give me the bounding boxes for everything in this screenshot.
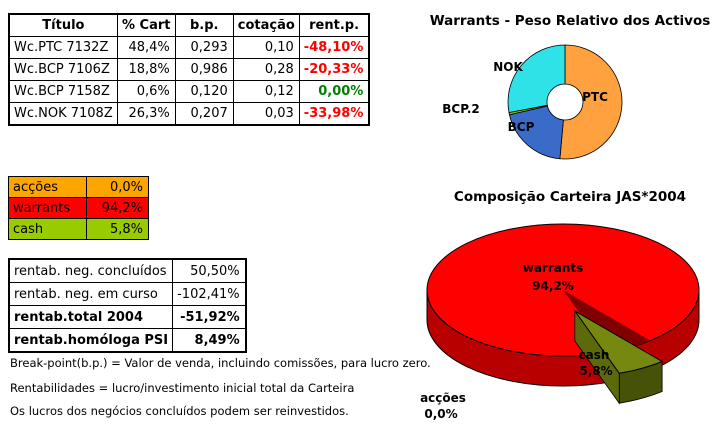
col-header-titulo[interactable]: Título xyxy=(8,13,118,37)
allocation-row: warrants 94,2% xyxy=(8,197,149,219)
slice-label-cash: cash xyxy=(578,348,610,362)
rent-cell[interactable]: -48,10% xyxy=(298,36,370,59)
table-row: Wc.PTC 7132Z 48,4% 0,293 0,10 -48,10% xyxy=(8,36,370,59)
performance-label[interactable]: rentab.total 2004 xyxy=(8,305,174,329)
cotacao-cell[interactable]: 0,12 xyxy=(232,80,300,103)
performance-label[interactable]: rentab.homóloga PSI xyxy=(8,328,174,353)
cotacao-cell[interactable]: 0,28 xyxy=(232,58,300,81)
titulo-cell[interactable]: Wc.BCP 7106Z xyxy=(8,58,118,81)
slice-value-warrants: 94,2% xyxy=(532,279,574,293)
note-rentabilidades: Rentabilidades = lucro/investimento inic… xyxy=(10,381,355,395)
col-header-rent[interactable]: rent.p. xyxy=(298,13,370,37)
composition-pie-chart[interactable]: warrants 94,2% cash 5,8% acções 0,0% xyxy=(410,210,727,446)
performance-value[interactable]: 8,49% xyxy=(172,328,247,353)
allocation-table: acções 0,0% warrants 94,2% cash 5,8% xyxy=(8,176,149,240)
cotacao-cell[interactable]: 0,03 xyxy=(232,102,300,126)
slice-label-nok: NOK xyxy=(493,60,523,74)
slice-label-accoes: acções xyxy=(420,391,466,405)
slice-value-accoes: 0,0% xyxy=(424,407,458,421)
bp-cell[interactable]: 0,207 xyxy=(174,102,234,126)
performance-value[interactable]: -102,41% xyxy=(172,282,247,306)
slice-value-cash: 5,8% xyxy=(579,364,613,378)
table-row: Wc.NOK 7108Z 26,3% 0,207 0,03 -33,98% xyxy=(8,102,370,126)
warrants-donut-chart[interactable]: PTC BCP BCP.2 NOK xyxy=(440,34,690,184)
allocation-label[interactable]: acções xyxy=(8,176,87,198)
performance-value[interactable]: -51,92% xyxy=(172,305,247,329)
performance-value[interactable]: 50,50% xyxy=(172,258,247,283)
rent-cell[interactable]: 0,00% xyxy=(298,80,370,103)
allocation-label[interactable]: warrants xyxy=(8,197,87,219)
pie3d-chart-svg xyxy=(426,223,700,405)
note-lucros: Os lucros dos negócios concluídos podem … xyxy=(10,404,349,418)
slice-label-bcp: BCP xyxy=(507,120,535,134)
bp-cell[interactable]: 0,120 xyxy=(174,80,234,103)
table-row: Wc.BCP 7158Z 0,6% 0,120 0,12 0,00% xyxy=(8,80,370,103)
pie-chart-title: Composição Carteira JAS*2004 xyxy=(453,189,687,205)
performance-label[interactable]: rentab. neg. concluídos xyxy=(8,258,174,283)
titulo-cell[interactable]: Wc.PTC 7132Z xyxy=(8,36,118,59)
performance-row: rentab. neg. concluídos 50,50% xyxy=(8,258,247,283)
bp-cell[interactable]: 0,986 xyxy=(174,58,234,81)
bp-cell[interactable]: 0,293 xyxy=(174,36,234,59)
allocation-value[interactable]: 0,0% xyxy=(86,176,149,198)
rent-cell[interactable]: -33,98% xyxy=(298,102,370,126)
performance-row: rentab.homóloga PSI 8,49% xyxy=(8,328,247,353)
allocation-label[interactable]: cash xyxy=(8,218,87,240)
cart-cell[interactable]: 26,3% xyxy=(116,102,176,126)
titulo-cell[interactable]: Wc.BCP 7158Z xyxy=(8,80,118,103)
col-header-bp[interactable]: b.p. xyxy=(174,13,234,37)
allocation-row: acções 0,0% xyxy=(8,176,149,198)
col-header-cart[interactable]: % Cart xyxy=(116,13,176,37)
cart-cell[interactable]: 18,8% xyxy=(116,58,176,81)
slice-label-warrants: warrants xyxy=(522,261,584,275)
slice-label-bcp2: BCP.2 xyxy=(442,102,480,116)
allocation-row: cash 5,8% xyxy=(8,218,149,240)
performance-row: rentab. neg. em curso -102,41% xyxy=(8,282,247,306)
slice-label-ptc: PTC xyxy=(582,90,608,104)
allocation-value[interactable]: 94,2% xyxy=(86,197,149,219)
donut-chart-svg xyxy=(507,44,623,160)
warrants-table: Título % Cart b.p. cotação rent.p. Wc.PT… xyxy=(8,13,371,126)
rent-cell[interactable]: -20,33% xyxy=(298,58,370,81)
allocation-value[interactable]: 5,8% xyxy=(86,218,149,240)
performance-label[interactable]: rentab. neg. em curso xyxy=(8,282,174,306)
cart-cell[interactable]: 48,4% xyxy=(116,36,176,59)
header-row: Título % Cart b.p. cotação rent.p. xyxy=(8,13,370,37)
performance-table: rentab. neg. concluídos 50,50% rentab. n… xyxy=(8,258,247,353)
cotacao-cell[interactable]: 0,10 xyxy=(232,36,300,59)
donut-chart-title: Warrants - Peso Relativo dos Activos xyxy=(429,13,711,29)
note-breakpoint: Break-point(b.p.) = Valor de venda, incl… xyxy=(10,356,431,370)
table-row: Wc.BCP 7106Z 18,8% 0,986 0,28 -20,33% xyxy=(8,58,370,81)
performance-row: rentab.total 2004 -51,92% xyxy=(8,305,247,329)
titulo-cell[interactable]: Wc.NOK 7108Z xyxy=(8,102,118,126)
cart-cell[interactable]: 0,6% xyxy=(116,80,176,103)
col-header-cotacao[interactable]: cotação xyxy=(232,13,300,37)
